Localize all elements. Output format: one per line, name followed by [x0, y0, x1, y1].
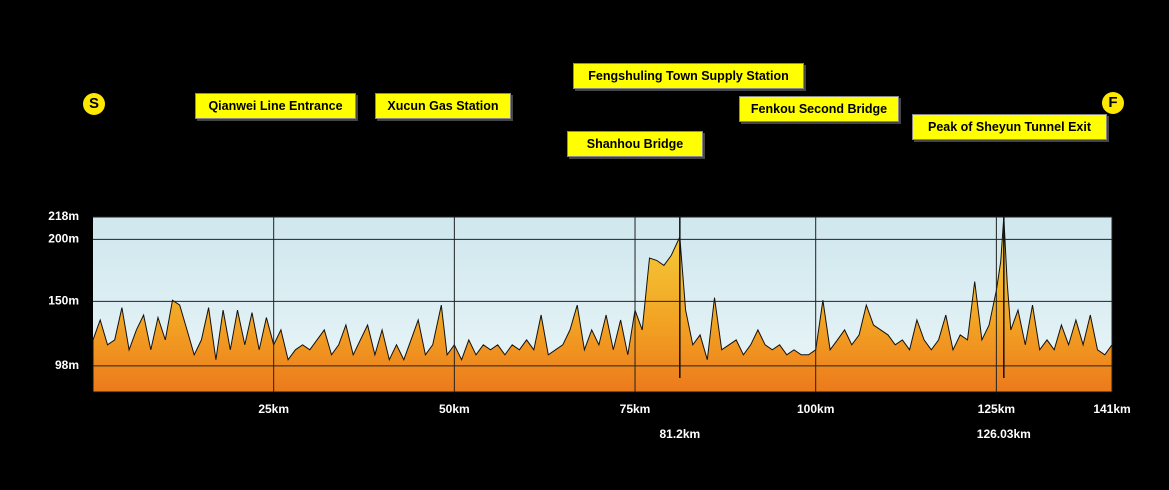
y-tick-label: 150m — [48, 294, 79, 308]
x-tick-label: 141km — [1093, 402, 1130, 416]
x-tick-label: 125km — [978, 402, 1015, 416]
y-tick-label: 98m — [55, 358, 79, 372]
marker-label: 81.2km — [659, 427, 700, 441]
waypoint-label: Fenkou Second Bridge — [739, 96, 899, 122]
elevation-area — [92, 216, 1113, 393]
finish-marker: F — [1102, 92, 1124, 114]
x-tick-label: 25km — [258, 402, 289, 416]
y-tick-label: 218m — [48, 209, 79, 223]
start-marker: S — [83, 93, 105, 115]
x-tick-label: 100km — [797, 402, 834, 416]
waypoint-label: Xucun Gas Station — [375, 93, 511, 119]
x-tick-label: 75km — [620, 402, 651, 416]
x-tick-label: 50km — [439, 402, 470, 416]
waypoint-label: Qianwei Line Entrance — [195, 93, 356, 119]
marker-label: 126.03km — [977, 427, 1031, 441]
y-tick-label: 200m — [48, 232, 79, 246]
waypoint-label: Fengshuling Town Supply Station — [573, 63, 804, 89]
waypoint-label: Peak of Sheyun Tunnel Exit — [912, 114, 1107, 140]
waypoint-label: Shanhou Bridge — [567, 131, 703, 157]
